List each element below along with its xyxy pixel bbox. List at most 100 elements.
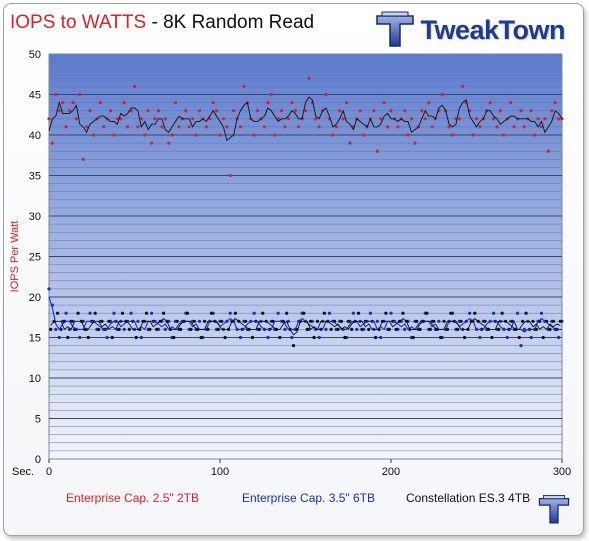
data-point-series-3 xyxy=(285,311,289,315)
chart-title-metric: IOPS to WATTS xyxy=(10,12,147,33)
data-point-series-1 xyxy=(143,133,147,137)
data-point-series-3 xyxy=(220,319,224,323)
data-point-series-2 xyxy=(529,335,533,340)
data-point-series-3 xyxy=(233,311,237,315)
data-point-series-1 xyxy=(372,109,376,113)
data-point-series-1 xyxy=(297,125,301,129)
data-point-series-3 xyxy=(336,327,340,331)
data-point-series-1 xyxy=(409,117,414,121)
chart-legend: Enterprise Cap. 2.5" 2TB Enterprise Cap.… xyxy=(4,491,583,511)
data-point-series-3 xyxy=(192,319,196,323)
data-point-series-3 xyxy=(432,319,436,323)
data-point-series-2 xyxy=(112,311,116,315)
data-point-series-1 xyxy=(543,117,547,121)
y-tick-label: 50 xyxy=(29,49,41,61)
data-point-series-1 xyxy=(324,92,328,97)
data-point-series-3 xyxy=(449,311,453,315)
data-point-series-3 xyxy=(309,319,313,323)
data-point-series-1 xyxy=(286,117,290,121)
data-point-series-1 xyxy=(85,125,89,129)
data-point-series-2 xyxy=(522,327,526,331)
data-point-series-1 xyxy=(153,117,157,121)
data-point-series-3 xyxy=(216,327,220,331)
data-point-series-3 xyxy=(442,319,446,323)
data-point-series-3 xyxy=(189,327,193,331)
data-point-series-1 xyxy=(492,117,496,121)
data-point-series-3 xyxy=(250,335,255,340)
data-point-series-3 xyxy=(49,327,53,331)
data-point-series-1 xyxy=(187,125,191,129)
data-point-series-3 xyxy=(291,344,296,348)
data-point-series-3 xyxy=(144,311,149,315)
data-point-series-2 xyxy=(122,327,126,331)
data-point-series-1 xyxy=(126,125,130,129)
data-point-series-1 xyxy=(252,133,256,137)
y-tick-label: 10 xyxy=(29,373,41,385)
data-point-series-3 xyxy=(86,335,90,340)
data-point-series-1 xyxy=(88,109,92,113)
data-point-series-1 xyxy=(512,125,516,129)
data-point-series-3 xyxy=(497,327,501,331)
data-point-series-1 xyxy=(303,109,308,113)
data-point-series-1 xyxy=(102,125,106,129)
y-tick-label: 20 xyxy=(29,292,41,304)
data-point-series-1 xyxy=(403,109,407,113)
data-point-series-1 xyxy=(146,109,150,113)
data-point-series-1 xyxy=(430,125,434,129)
data-point-series-1 xyxy=(163,117,167,121)
data-point-series-1 xyxy=(136,125,140,129)
data-point-series-1 xyxy=(167,141,171,145)
x-tick-label: 100 xyxy=(211,466,229,478)
data-point-series-1 xyxy=(57,109,61,113)
data-point-series-3 xyxy=(315,319,320,323)
data-point-series-3 xyxy=(302,311,306,315)
data-point-series-1 xyxy=(375,149,379,153)
data-point-series-1 xyxy=(132,84,137,88)
data-point-series-3 xyxy=(462,335,467,340)
data-point-series-3 xyxy=(343,335,347,340)
data-point-series-1 xyxy=(273,133,277,137)
data-point-series-3 xyxy=(456,327,460,331)
data-point-series-1 xyxy=(81,157,85,161)
data-point-series-3 xyxy=(473,311,477,315)
data-point-series-3 xyxy=(339,319,344,323)
y-tick-label: 0 xyxy=(35,454,41,466)
y-tick-label: 30 xyxy=(29,211,41,223)
data-point-series-1 xyxy=(191,117,195,121)
data-point-series-3 xyxy=(96,327,101,331)
data-point-series-3 xyxy=(534,327,538,331)
data-point-series-1 xyxy=(539,125,544,129)
data-point-series-1 xyxy=(279,109,284,113)
data-point-series-1 xyxy=(225,125,229,129)
data-point-series-3 xyxy=(223,335,227,340)
y-tick-label: 40 xyxy=(29,130,41,142)
data-point-series-3 xyxy=(360,327,364,331)
data-point-series-1 xyxy=(362,133,366,137)
data-point-series-2 xyxy=(556,335,561,340)
data-point-series-1 xyxy=(450,133,455,137)
data-point-series-2 xyxy=(139,335,143,340)
data-point-series-2 xyxy=(515,311,520,315)
data-point-series-2 xyxy=(468,311,472,315)
data-point-series-1 xyxy=(427,101,431,105)
data-point-series-3 xyxy=(356,311,361,315)
data-point-series-1 xyxy=(218,133,222,137)
data-point-series-2 xyxy=(389,311,393,315)
data-point-series-3 xyxy=(531,319,535,323)
data-point-series-1 xyxy=(115,117,119,121)
data-point-series-2 xyxy=(437,319,441,323)
y-tick-label: 25 xyxy=(29,252,41,264)
data-point-series-2 xyxy=(368,311,373,315)
data-point-series-3 xyxy=(483,319,487,323)
data-point-series-1 xyxy=(211,101,215,105)
data-point-series-1 xyxy=(98,101,102,105)
legend-item-series-1: Enterprise Cap. 2.5" 2TB xyxy=(66,491,199,505)
data-point-series-1 xyxy=(498,109,503,113)
data-point-series-3 xyxy=(374,335,378,340)
data-point-series-1 xyxy=(91,133,96,137)
data-point-series-1 xyxy=(488,101,492,105)
data-point-series-3 xyxy=(134,335,138,340)
data-point-series-1 xyxy=(348,141,352,145)
data-point-series-1 xyxy=(78,92,82,97)
y-axis-label: IOPS Per Watt xyxy=(9,221,21,293)
